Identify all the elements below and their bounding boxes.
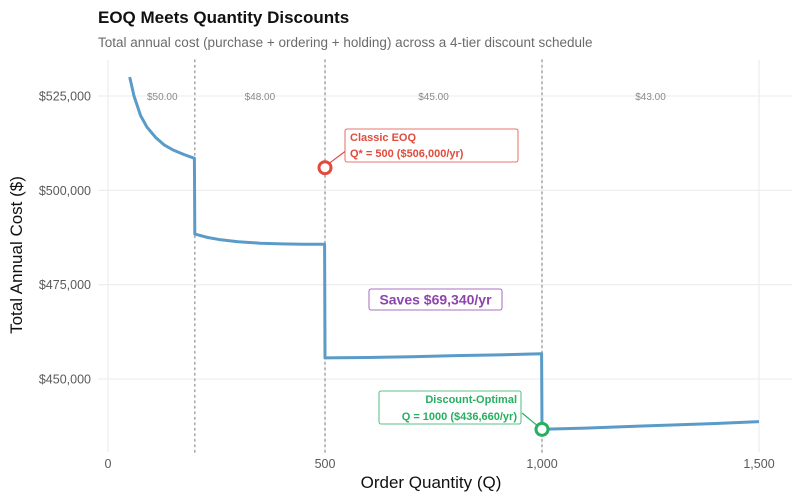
x-tick-label: 1,500 xyxy=(743,457,774,471)
y-axis-title: Total Annual Cost ($) xyxy=(7,176,26,334)
y-tick-label: $450,000 xyxy=(39,373,91,387)
eoq-label-value: Q* = 500 ($506,000/yr) xyxy=(350,148,464,160)
eoq-label-title: Classic EOQ xyxy=(350,132,416,144)
eoq-marker xyxy=(317,160,333,176)
x-tick-label: 0 xyxy=(105,457,112,471)
optimal-annotation: Discount-Optimal Q = 1000 ($436,660/yr) xyxy=(378,390,550,437)
y-tick-label: $500,000 xyxy=(39,184,91,198)
tier-price-labels: $50.00 $48.00 $45.00 $43.00 xyxy=(147,92,666,103)
optimal-marker xyxy=(534,421,550,437)
tier-price-label: $50.00 xyxy=(147,92,178,103)
chart-subtitle: Total annual cost (purchase + ordering +… xyxy=(98,35,593,50)
savings-label-box xyxy=(368,288,503,311)
y-axis-ticks: $450,000 $475,000 $500,000 $525,000 xyxy=(39,90,91,387)
chart-title: EOQ Meets Quantity Discounts xyxy=(98,8,350,27)
savings-annotation: Saves $69,340/yr xyxy=(368,288,503,311)
total-cost-line xyxy=(128,76,760,431)
x-axis-ticks: 0 500 1,000 1,500 xyxy=(105,457,775,471)
eoq-annotation: Classic EOQ Q* = 500 ($506,000/yr) xyxy=(317,128,519,176)
optimal-label-value: Q = 1000 ($436,660/yr) xyxy=(402,411,518,423)
savings-label: Saves $69,340/yr xyxy=(379,292,492,308)
eoq-leader-line xyxy=(329,149,348,164)
x-tick-label: 1,000 xyxy=(526,457,557,471)
y-tick-label: $525,000 xyxy=(39,90,91,104)
x-tick-label: 500 xyxy=(315,457,336,471)
tier-price-label: $48.00 xyxy=(245,92,276,103)
y-tick-label: $475,000 xyxy=(39,278,91,292)
optimal-leader-line xyxy=(521,412,538,426)
optimal-label-box xyxy=(378,390,522,425)
x-axis-title: Order Quantity (Q) xyxy=(361,473,502,492)
tier-price-label: $43.00 xyxy=(635,92,666,103)
tier-price-label: $45.00 xyxy=(418,92,449,103)
eoq-label-box xyxy=(344,128,519,163)
cost-curve xyxy=(128,76,760,431)
optimal-label-title: Discount-Optimal xyxy=(425,394,517,406)
